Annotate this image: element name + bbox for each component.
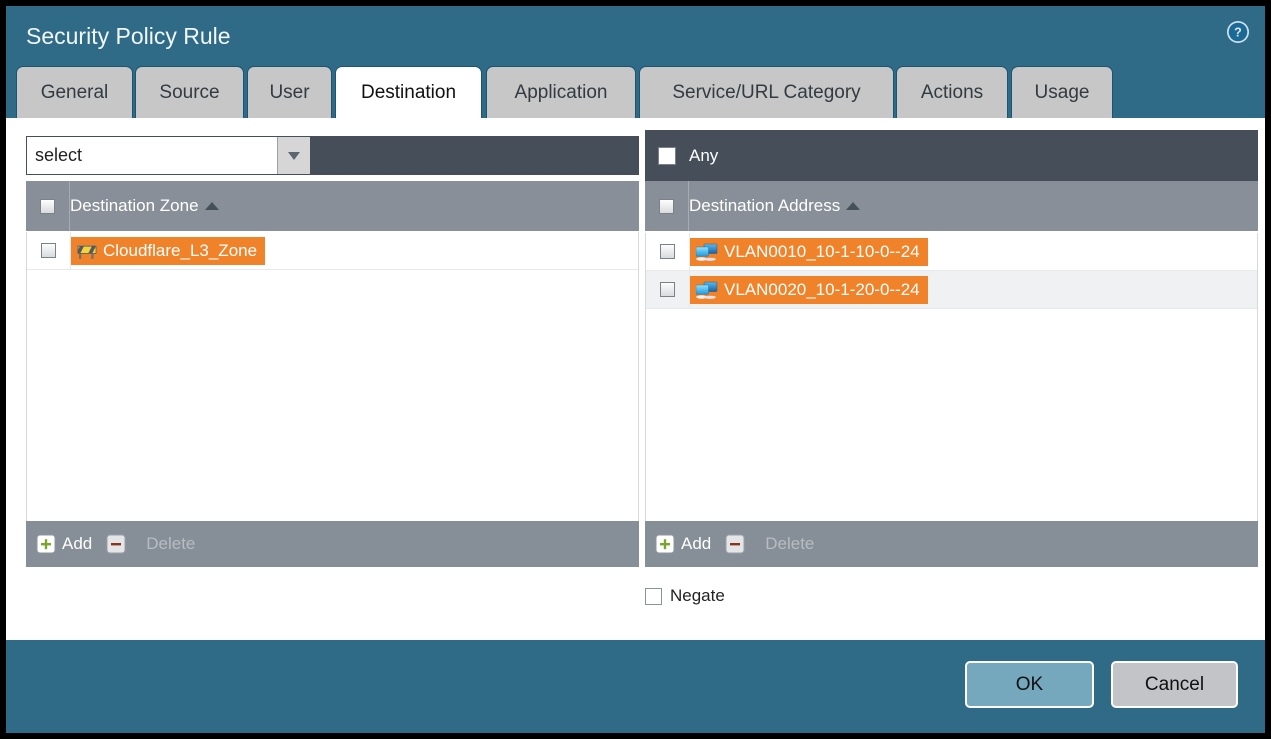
svg-text:?: ? <box>1234 26 1242 40</box>
